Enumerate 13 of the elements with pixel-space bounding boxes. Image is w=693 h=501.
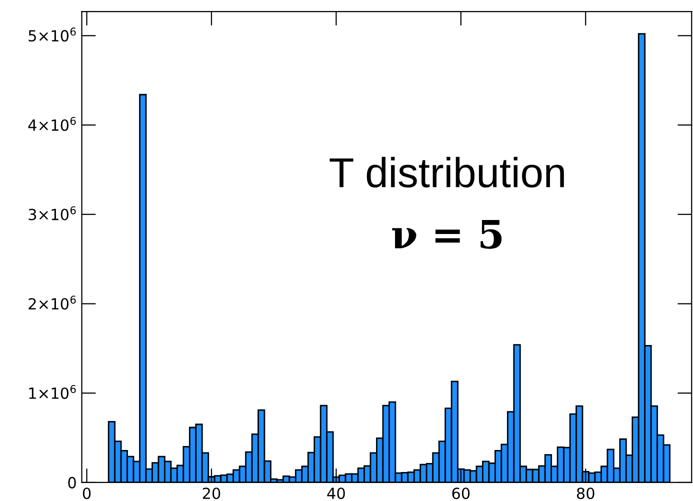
- x-tick-label: 80: [576, 488, 594, 500]
- annotation: ν = 5: [392, 220, 502, 249]
- y-tick-label: 3×10$^{6}$: [28, 206, 76, 220]
- y-tick-label: 2×10$^{6}$: [28, 296, 76, 310]
- x-tick-label: 20: [202, 488, 220, 500]
- annotation: T distribution: [330, 156, 564, 188]
- x-tick-label: 0: [82, 488, 91, 500]
- y-tick-label: 0: [68, 476, 76, 488]
- y-tick-label: 5×10$^{6}$: [28, 28, 76, 42]
- y-tick-label: 4×10$^{6}$: [28, 116, 76, 131]
- x-tick-label: 40: [327, 488, 345, 500]
- x-tick-label: 60: [452, 488, 470, 500]
- y-tick-label: 1×10$^{6}$: [29, 385, 76, 400]
